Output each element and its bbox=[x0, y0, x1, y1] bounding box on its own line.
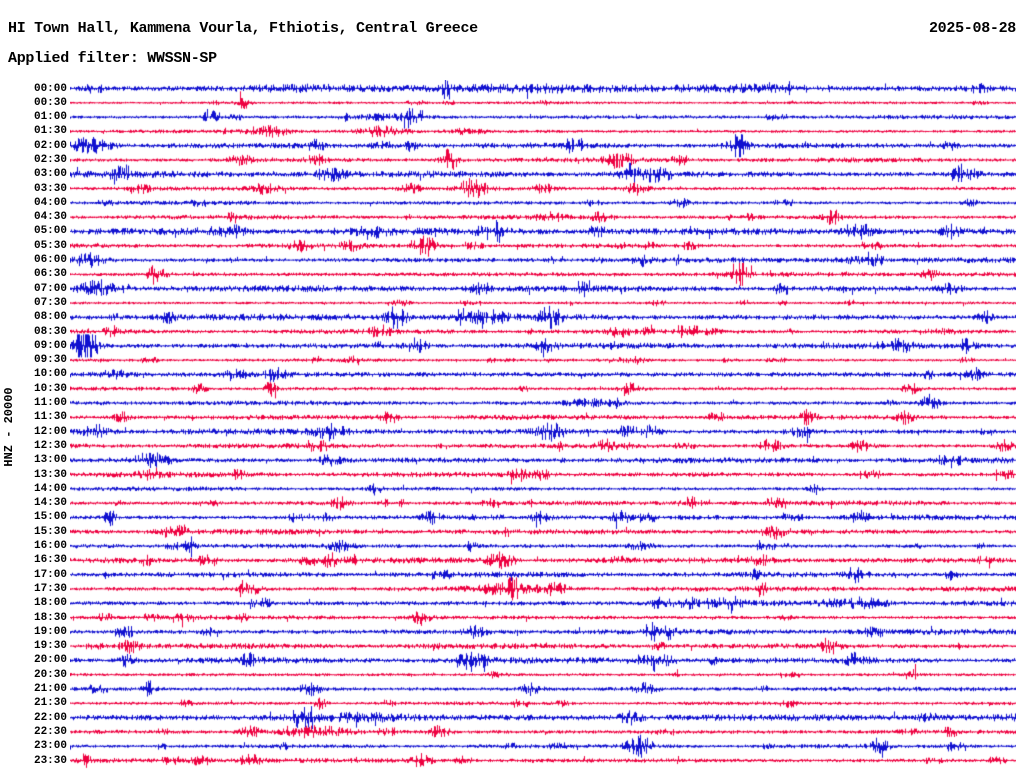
time-label: 04:30 bbox=[33, 211, 67, 224]
time-label: 23:00 bbox=[33, 740, 67, 753]
time-label: 20:00 bbox=[33, 654, 67, 667]
time-label: 13:30 bbox=[33, 468, 67, 481]
time-label: 21:00 bbox=[33, 683, 67, 695]
time-label: 00:00 bbox=[33, 82, 67, 95]
time-label: 07:30 bbox=[33, 296, 67, 309]
time-label: 19:00 bbox=[33, 625, 67, 638]
time-label: 11:00 bbox=[33, 397, 67, 410]
time-label: 05:30 bbox=[33, 239, 67, 252]
time-label: 22:30 bbox=[33, 725, 67, 738]
time-label: 01:00 bbox=[33, 111, 67, 124]
time-label: 00:30 bbox=[33, 96, 67, 109]
time-label: 18:30 bbox=[33, 611, 67, 624]
time-label: 23:30 bbox=[33, 754, 67, 767]
time-label: 15:00 bbox=[33, 511, 67, 524]
time-label: 22:00 bbox=[33, 711, 67, 724]
time-label: 10:30 bbox=[33, 382, 67, 395]
time-label: 20:30 bbox=[33, 668, 67, 681]
time-label: 17:00 bbox=[33, 568, 67, 581]
time-label: 14:30 bbox=[33, 497, 67, 510]
time-label: 04:00 bbox=[33, 196, 67, 209]
time-label: 03:00 bbox=[33, 168, 67, 181]
station-title: HI Town Hall, Kammena Vourla, Fthiotis, … bbox=[8, 20, 478, 37]
time-label: 14:00 bbox=[33, 482, 67, 495]
time-label: 01:30 bbox=[33, 125, 67, 138]
record-date: 2025-08-28 bbox=[928, 20, 1016, 37]
time-label: 05:00 bbox=[33, 225, 67, 238]
time-label: 15:30 bbox=[33, 525, 67, 538]
time-label-column: 00:00 00:30 01:00 01:30 02:00 02:30 03:00 03:30… bbox=[0, 80, 67, 772]
time-label: 09:30 bbox=[33, 354, 67, 367]
time-label: 17:30 bbox=[33, 582, 67, 595]
time-label: 16:00 bbox=[33, 540, 67, 553]
time-label: 03:30 bbox=[33, 182, 67, 195]
helicorder-canvas bbox=[70, 80, 1016, 772]
time-label: 13:00 bbox=[33, 454, 67, 467]
time-label: 12:30 bbox=[33, 439, 67, 452]
time-label: 12:00 bbox=[33, 425, 67, 438]
time-label: 07:00 bbox=[33, 282, 67, 295]
time-label: 09:00 bbox=[33, 339, 67, 352]
time-label: 08:30 bbox=[33, 325, 67, 338]
trace-area bbox=[70, 80, 1016, 772]
time-label: 11:30 bbox=[33, 411, 67, 424]
time-label: 21:30 bbox=[33, 697, 67, 710]
time-label: 06:00 bbox=[33, 254, 67, 267]
time-label: 02:30 bbox=[33, 153, 67, 166]
time-label: 10:00 bbox=[33, 368, 67, 381]
time-label: 06:30 bbox=[33, 268, 67, 281]
time-label: 16:30 bbox=[33, 554, 67, 567]
time-label: 18:00 bbox=[33, 597, 67, 610]
applied-filter-label: Applied filter: WWSSN-SP bbox=[8, 50, 217, 67]
time-label: 02:00 bbox=[33, 139, 67, 152]
time-label: 19:30 bbox=[33, 640, 67, 653]
time-label: 08:00 bbox=[33, 311, 67, 324]
